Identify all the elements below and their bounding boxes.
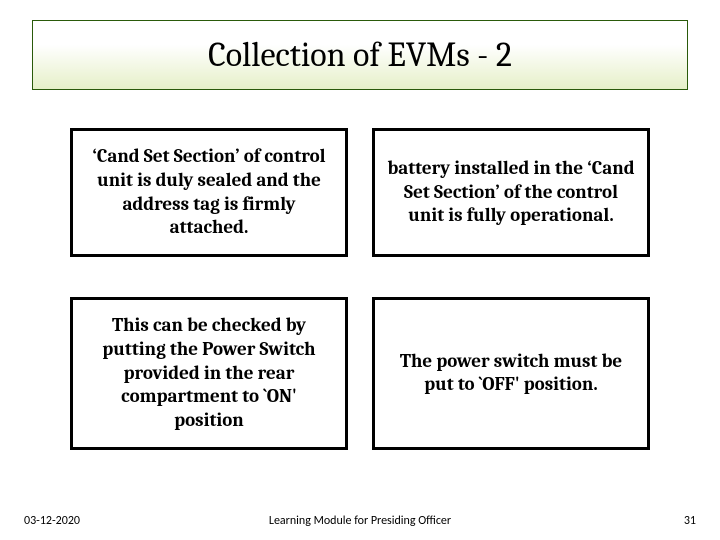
card-text: The power switch must be put to `OFF' po…: [387, 350, 635, 398]
card-text: battery installed in the ‘Cand Set Secti…: [387, 157, 635, 228]
card-top-right: battery installed in the ‘Cand Set Secti…: [372, 128, 650, 257]
footer: 03-12-2020 Learning Module for Presiding…: [0, 508, 720, 528]
card-top-left: ‘Cand Set Section’ of control unit is du…: [70, 128, 348, 257]
card-text: This can be checked by putting the Power…: [85, 314, 333, 433]
card-grid: ‘Cand Set Section’ of control unit is du…: [70, 128, 650, 450]
card-text: ‘Cand Set Section’ of control unit is du…: [85, 145, 333, 240]
title-box: Collection of EVMs - 2: [32, 20, 688, 90]
card-bottom-right: The power switch must be put to `OFF' po…: [372, 297, 650, 450]
slide-title: Collection of EVMs - 2: [208, 35, 512, 75]
footer-page-number: 31: [684, 514, 696, 528]
card-bottom-left: This can be checked by putting the Power…: [70, 297, 348, 450]
footer-center: Learning Module for Presiding Officer: [0, 514, 720, 528]
